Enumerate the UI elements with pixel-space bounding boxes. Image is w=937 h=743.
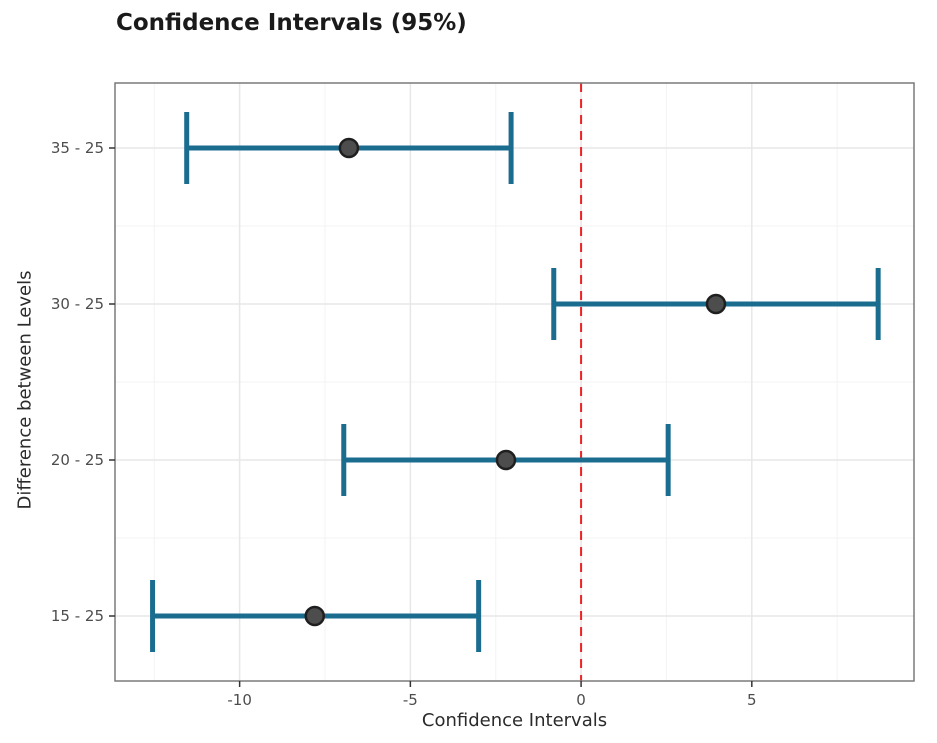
x-tick-label: 0 [576, 691, 586, 709]
x-tick-label: -10 [227, 691, 252, 709]
point-estimate [338, 137, 360, 159]
y-tick-label: 35 - 25 [51, 139, 104, 157]
point-estimate [495, 449, 517, 471]
x-tick-label: -5 [403, 691, 418, 709]
y-tick-label: 15 - 25 [51, 607, 104, 625]
point-estimate [304, 605, 325, 627]
point-estimate [705, 293, 727, 315]
y-tick-label: 30 - 25 [51, 295, 104, 313]
x-tick-label: 5 [747, 691, 757, 709]
y-tick-label: 20 - 25 [51, 451, 104, 469]
panel-border [114, 82, 915, 682]
chart-title: Confidence Intervals (95%) [116, 10, 467, 36]
x-axis-title: Confidence Intervals [421, 710, 608, 731]
